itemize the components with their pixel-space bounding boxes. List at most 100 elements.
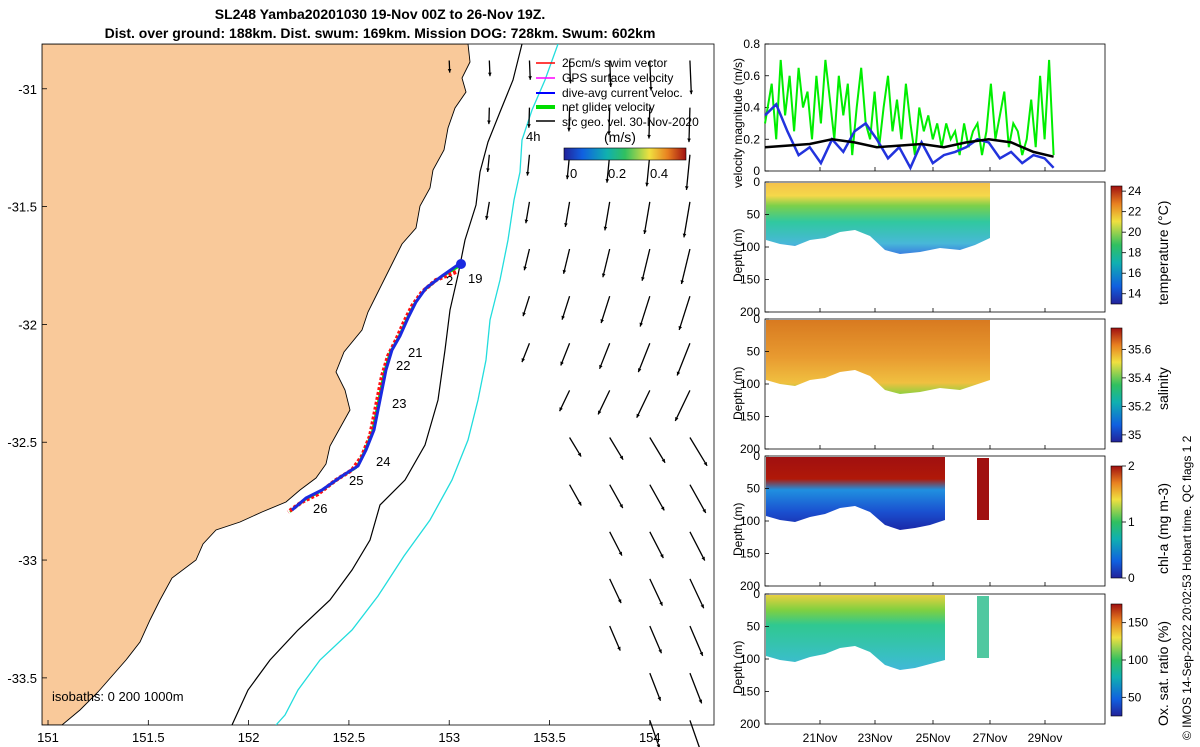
depth-tick-label: 200 [740, 717, 760, 731]
depth-tick-label: 100 [740, 240, 760, 254]
depth-tick-label: 50 [747, 620, 761, 634]
velocity-y-axis: 0 0.2 0.4 0.6 0.8 [743, 37, 769, 178]
cbar-tick-label: 150 [1128, 616, 1148, 630]
geo-vel-arrowhead [605, 179, 610, 183]
depth-tick-label: 100 [740, 652, 760, 666]
legend-geo: sfc geo. vel. 30-Nov-2020 [562, 115, 699, 129]
velocity-ytick-label: 0.2 [743, 132, 760, 146]
geo-vel-arrow [637, 343, 651, 373]
geo-vel-arrow [562, 248, 571, 274]
depth-tick-label: 100 [740, 514, 760, 528]
geo-vel-arrowhead [565, 175, 570, 180]
oxygen-cbar-label: Ox. sat. ratio (%) [1155, 621, 1171, 726]
geo-vel-arrowhead [675, 416, 679, 421]
colorbar-tick-1: 0.2 [608, 166, 626, 181]
map-xtick-label: 152 [238, 730, 260, 745]
velocity-series [764, 59, 1055, 171]
geo-vel-arrowhead [607, 131, 611, 135]
geo-vel-arrow [568, 60, 572, 84]
geo-vel-arrowhead [645, 182, 649, 187]
cbar-tick-label: 35.6 [1128, 342, 1152, 356]
geo-vel-arrowhead [639, 322, 643, 327]
cbar-tick-label: 100 [1128, 653, 1148, 667]
depth-tick-label: 50 [747, 345, 761, 359]
geo-vel-arrowhead [618, 551, 622, 556]
geo-vel-arrow [649, 720, 660, 747]
temperature-colorbar [1110, 185, 1123, 305]
geo-vel-arrow [648, 107, 651, 139]
cbar-tick-label: 2 [1128, 459, 1135, 473]
geo-vel-arrow [560, 343, 571, 366]
geo-vel-arrowhead [617, 599, 622, 604]
map-ytick-label: -31 [18, 82, 37, 97]
geo-vel-arrowhead [577, 501, 582, 506]
geo-vel-arrowhead [523, 266, 527, 271]
geo-vel-arrow [649, 578, 664, 606]
geo-vel-arrowhead [567, 127, 571, 132]
map-xtick-label: 153.5 [533, 730, 566, 745]
velocity-colorbar [563, 147, 687, 161]
geo-vel-arrow [678, 295, 691, 331]
geo-vel-arrow [561, 295, 571, 320]
chla-colorbar [1110, 465, 1123, 579]
geo-vel-arrowhead [600, 319, 604, 324]
map-xtick-label: 152.5 [333, 730, 366, 745]
geo-vel-arrowhead [486, 168, 490, 172]
map-ytick-label: -32 [18, 317, 37, 332]
cbar-tick-label: 24 [1128, 184, 1142, 198]
geo-vel-arrowhead [559, 407, 563, 412]
salinity-colorbar [1110, 327, 1123, 443]
geo-vel-arrowhead [488, 72, 492, 77]
geo-vel-arrowhead [601, 273, 606, 278]
chla-field-segment-2 [977, 458, 989, 520]
map-xtick-label: 153 [438, 730, 460, 745]
chart-title-line1: SL248 Yamba20201030 19-Nov 00Z to 26-Nov… [214, 6, 546, 22]
geo-vel-arrow [600, 295, 611, 324]
isobath-200m [231, 44, 523, 725]
map-y-axis: -31 -31.5 -32 -32.5 -33 -33.5 [7, 82, 47, 686]
geo-vel-arrow [568, 107, 571, 132]
geo-vel-arrowhead [528, 76, 532, 80]
geo-vel-arrowhead [687, 138, 691, 143]
geo-vel-arrowhead [685, 186, 689, 190]
geo-vel-arrowhead [617, 646, 621, 651]
velocity-ylabel: velocity magnitude (m/s) [731, 58, 745, 188]
geo-vel-arrowhead [661, 458, 666, 463]
geo-vel-arrow [641, 248, 651, 281]
geo-vel-arrow [523, 248, 531, 271]
geo-vel-arrow [636, 390, 651, 418]
oxygen-panel: Depth (m) Ox. sat. ratio (%) [731, 593, 1171, 726]
geo-vel-arrowhead [598, 410, 602, 415]
depth-tick-label: 150 [740, 273, 760, 287]
geo-vel-arrow [597, 390, 611, 415]
geo-vel-arrowhead [689, 90, 694, 95]
temperature-cbar-label: temperature (°C) [1155, 201, 1171, 305]
geo-vel-arrow [639, 295, 651, 327]
cbar-tick-label: 50 [1128, 690, 1142, 704]
geo-vel-arrow [680, 248, 691, 285]
sfc-geo-velocity-arrows [447, 60, 708, 747]
geo-vel-arrowhead [660, 506, 665, 511]
geo-vel-arrowhead [660, 554, 664, 559]
date-tick-label: 23Nov [858, 731, 893, 745]
geo-vel-arrow [649, 531, 664, 559]
map-xtick-label: 151 [37, 730, 59, 745]
geo-vel-arrowhead [525, 171, 530, 176]
date-tick-label: 27Nov [973, 731, 1008, 745]
geo-vel-arrow [649, 625, 663, 654]
geo-vel-arrowhead [619, 455, 624, 460]
legend-diveavg: dive-avg current veloc. [562, 86, 683, 100]
geo-vel-arrowhead [682, 233, 687, 238]
day-label-25: 25 [349, 473, 363, 488]
date-tick-label: 25Nov [916, 731, 951, 745]
cbar-tick-label: 22 [1128, 205, 1142, 219]
imos-side-note: © IMOS 14-Sep-2022 20:02:53 Hobart time.… [1180, 435, 1194, 740]
geo-vel-arrowhead [647, 134, 651, 139]
geo-vel-arrow [609, 578, 622, 604]
map-xtick-label: 151.5 [132, 730, 165, 745]
geo-vel-arrowhead [656, 744, 661, 747]
colorbar-tick-0: 0 [570, 166, 577, 181]
map-legend: 25cm/s swim vector GPS surface velocity … [536, 56, 699, 181]
geo-vel-arrowhead [577, 452, 582, 457]
